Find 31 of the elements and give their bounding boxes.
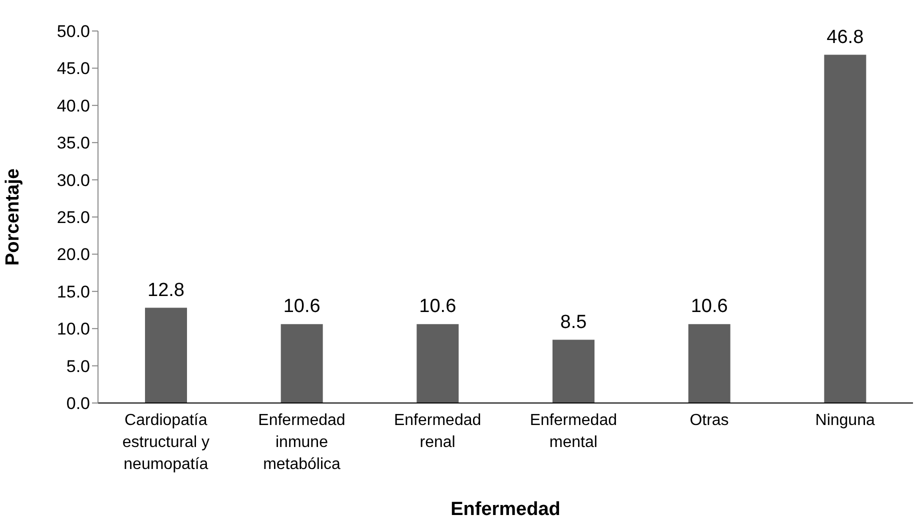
bar: [552, 340, 594, 403]
bar: [280, 324, 323, 403]
x-tick-label: Otras: [690, 412, 729, 429]
data-label: 46.8: [826, 26, 864, 48]
data-label: 10.6: [419, 296, 456, 318]
y-tick-label: 0.0: [66, 394, 90, 414]
y-tick-label: 40.0: [56, 96, 90, 116]
y-tick-label: 5.0: [66, 356, 90, 376]
x-tick-label: Cardiopatía estructural y neumopatía: [122, 412, 210, 473]
y-tick-label: 50.0: [56, 22, 90, 42]
x-tick-label: Ninguna: [815, 412, 875, 429]
y-tick-label: 20.0: [56, 245, 90, 264]
y-tick-label: 35.0: [56, 134, 90, 153]
bar: [416, 324, 459, 403]
y-axis-title: Porcentaje: [2, 168, 24, 266]
y-tick-label: 45.0: [56, 59, 90, 78]
y-tick-label: 15.0: [56, 282, 90, 302]
y-tick-label: 30.0: [56, 170, 90, 190]
bar: [145, 308, 187, 403]
data-label: 8.5: [560, 312, 587, 333]
bar: [824, 54, 866, 403]
data-label: 12.8: [148, 280, 184, 301]
data-label: 10.6: [283, 296, 320, 318]
x-tick-label: Enfermedad renal: [394, 412, 482, 451]
y-tick-label: 10.0: [56, 320, 90, 339]
y-tick-label: 25.0: [56, 208, 90, 228]
x-tick-label: Enfermedad inmune metabólica: [258, 412, 346, 473]
bar: [688, 324, 730, 403]
x-axis-title: Enfermedad: [450, 499, 560, 520]
data-label: 10.6: [690, 296, 728, 318]
x-tick-label: Enfermedad mental: [530, 412, 618, 451]
